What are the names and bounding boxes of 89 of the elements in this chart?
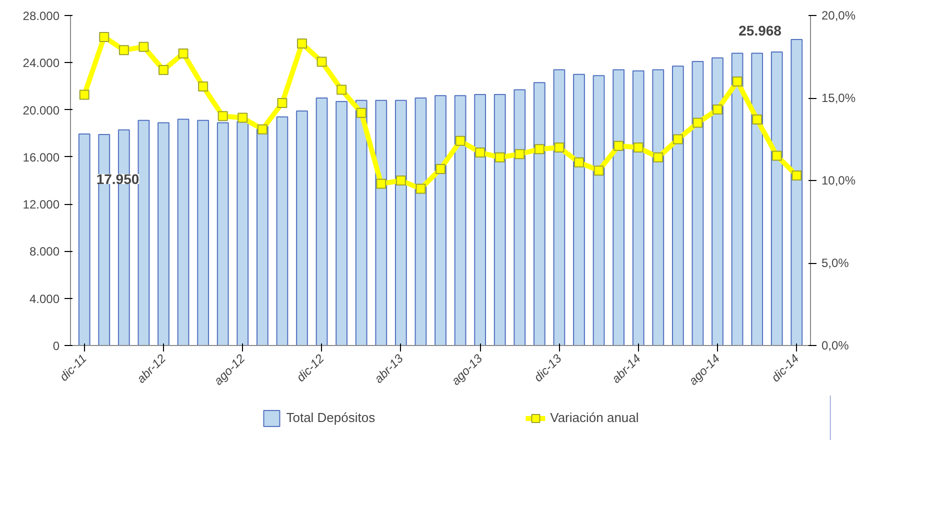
bar [692, 60, 704, 346]
bar [375, 100, 388, 346]
bar [770, 52, 783, 346]
y-tick-label: 12.000 [22, 198, 60, 212]
bar [652, 69, 664, 346]
legend-label: Variación anual [550, 410, 639, 425]
point [712, 104, 723, 115]
point [356, 108, 366, 118]
point [455, 136, 466, 146]
point [158, 64, 168, 75]
point [416, 184, 426, 194]
y-tick-label: 8.000 [29, 244, 60, 259]
bar [355, 100, 368, 346]
annotation: 25.968 [738, 22, 782, 38]
bar [394, 100, 407, 346]
point [772, 150, 782, 161]
point [99, 32, 110, 42]
point [792, 170, 802, 181]
point [692, 118, 703, 128]
legend-label: Total Depósitos [286, 410, 376, 425]
bar [336, 101, 348, 346]
bar [434, 95, 446, 346]
bar [790, 38, 803, 346]
point [277, 98, 288, 108]
bar [632, 70, 644, 346]
point [514, 149, 525, 160]
bar [712, 57, 724, 346]
bar [592, 75, 605, 346]
point [633, 142, 644, 152]
point [752, 114, 762, 124]
y-tick-label: 0 [52, 339, 60, 353]
bar [533, 82, 546, 346]
point [316, 56, 327, 67]
point [178, 48, 188, 58]
y-tick-label: 20.000 [22, 103, 60, 118]
bar [177, 118, 190, 346]
point [79, 90, 90, 100]
point [396, 176, 406, 186]
point [257, 124, 268, 134]
y2-tick-label: 15,0% [822, 91, 856, 105]
annotation: 17.950 [96, 170, 140, 187]
bar [474, 94, 486, 346]
bar [672, 66, 684, 346]
bar [158, 122, 170, 346]
y-tick-label: 28.000 [22, 9, 60, 23]
point [218, 111, 228, 122]
bar [216, 122, 229, 346]
point [534, 144, 544, 154]
point [614, 140, 624, 151]
point [238, 112, 248, 123]
bar [494, 94, 506, 346]
bar [454, 95, 466, 346]
point [376, 178, 386, 189]
point [574, 157, 584, 168]
point [732, 76, 742, 86]
point [494, 152, 505, 162]
point [672, 134, 683, 144]
y2-tick-label: 20,0% [822, 8, 856, 22]
point [554, 142, 564, 152]
bar [296, 110, 308, 346]
bar [612, 69, 625, 346]
bar [78, 133, 90, 346]
point [594, 166, 604, 176]
bar [514, 89, 526, 346]
bar [197, 120, 210, 346]
bar [138, 120, 150, 346]
bar [316, 98, 328, 346]
point [138, 42, 149, 52]
bar [256, 126, 268, 346]
point [118, 45, 129, 56]
y2-tick-label: 10,0% [822, 174, 856, 188]
bar [573, 74, 585, 346]
y2-tick-label: 0,0% [822, 338, 850, 352]
point [336, 84, 347, 95]
bar [236, 121, 249, 346]
y2-tick-label: 5,0% [822, 256, 850, 270]
y-tick-label: 16.000 [22, 150, 60, 164]
bar [553, 69, 566, 346]
bar [751, 52, 764, 346]
point [296, 38, 307, 49]
bar [731, 52, 744, 346]
y-tick-label: 4.000 [29, 292, 60, 306]
point [475, 147, 486, 158]
point [436, 164, 446, 174]
bar [414, 98, 427, 346]
bar [276, 116, 288, 346]
point [653, 152, 664, 162]
point [198, 81, 208, 92]
y-tick-label: 24.000 [22, 56, 60, 70]
